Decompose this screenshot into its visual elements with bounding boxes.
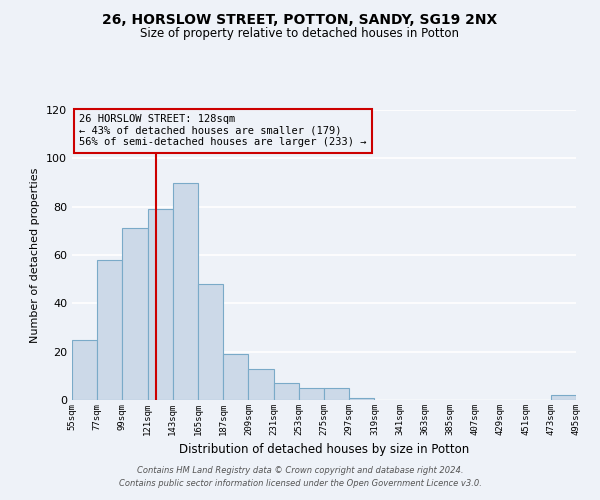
Bar xyxy=(349,398,374,400)
Bar xyxy=(223,354,248,400)
Bar xyxy=(248,368,274,400)
Text: Size of property relative to detached houses in Potton: Size of property relative to detached ho… xyxy=(140,28,460,40)
Bar xyxy=(97,260,122,400)
Text: 26, HORSLOW STREET, POTTON, SANDY, SG19 2NX: 26, HORSLOW STREET, POTTON, SANDY, SG19 … xyxy=(103,12,497,26)
Bar xyxy=(299,388,324,400)
Text: 26 HORSLOW STREET: 128sqm
← 43% of detached houses are smaller (179)
56% of semi: 26 HORSLOW STREET: 128sqm ← 43% of detac… xyxy=(79,114,367,148)
Bar xyxy=(173,182,198,400)
Y-axis label: Number of detached properties: Number of detached properties xyxy=(31,168,40,342)
Bar xyxy=(148,209,173,400)
Bar xyxy=(551,395,576,400)
Bar xyxy=(274,383,299,400)
Bar xyxy=(72,340,97,400)
Bar xyxy=(122,228,148,400)
Text: Contains HM Land Registry data © Crown copyright and database right 2024.
Contai: Contains HM Land Registry data © Crown c… xyxy=(119,466,481,487)
Bar xyxy=(324,388,349,400)
X-axis label: Distribution of detached houses by size in Potton: Distribution of detached houses by size … xyxy=(179,444,469,456)
Bar xyxy=(198,284,223,400)
